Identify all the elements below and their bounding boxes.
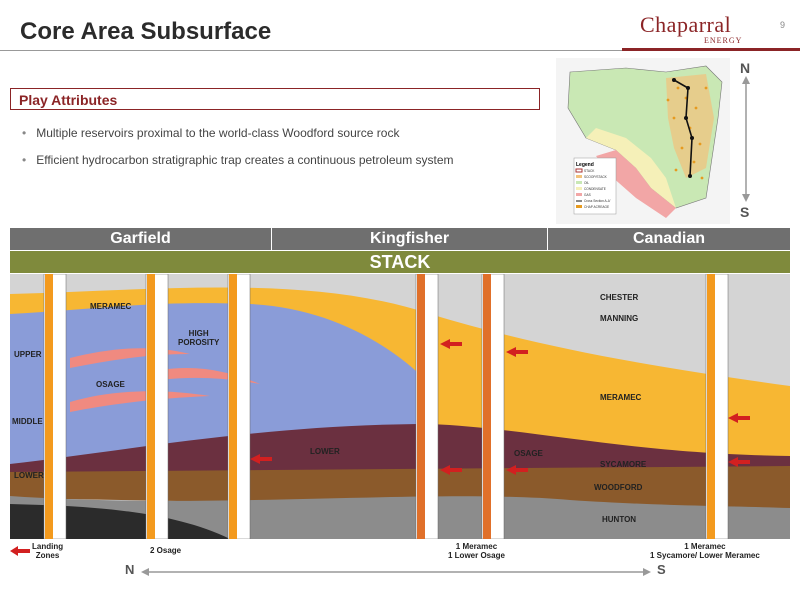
legend-entry: OIL (584, 181, 589, 185)
stack-play-bar: STACK (10, 251, 790, 273)
legend-entry: SCOOP/STACK (584, 175, 608, 179)
osage-label: OSAGE (96, 380, 125, 389)
osage-label-right: OSAGE (514, 449, 543, 458)
meramec-label-left: MERAMEC (90, 302, 132, 311)
direction-north-label: N (125, 562, 135, 577)
woodford-label: WOODFORD (594, 483, 643, 492)
play-attributes-box: Play Attributes (10, 88, 540, 110)
page-number: 9 (780, 20, 786, 30)
legend-entry: CONDENSATE (584, 187, 606, 191)
header-rule (0, 50, 800, 51)
manning-label: MANNING (600, 314, 639, 323)
legend-entry: CHAP ACREAGE (584, 205, 609, 209)
annotation-right-well: 1 Meramec 1 Sycamore/ Lower Meramec (650, 542, 760, 560)
map-compass: N S (736, 60, 760, 220)
county-kingfisher: Kingfisher (272, 228, 548, 250)
lower-label-left: LOWER (14, 471, 44, 480)
stack-play-map: Legend STACK SCOOP/STACK OIL CONDENSATE … (556, 58, 730, 224)
cross-section: MERAMEC HIGH POROSITY UPPER OSAGE MIDDLE… (10, 273, 790, 540)
bullet-item: • Multiple reservoirs proximal to the wor… (22, 126, 400, 140)
legend-entry: Cross Section A-A' (584, 199, 611, 203)
bullet-text: Multiple reservoirs proximal to the worl… (36, 126, 400, 140)
county-garfield: Garfield (10, 228, 272, 250)
county-bar: Garfield Kingfisher Canadian (10, 228, 790, 250)
legend-entry: STACK (584, 169, 595, 173)
page-title: Core Area Subsurface (20, 18, 272, 45)
compass-north-label: N (740, 60, 751, 76)
compass-south-label: S (740, 204, 750, 220)
annotation-left-well: 2 Osage (150, 546, 182, 555)
high-porosity-label: HIGH POROSITY (178, 329, 220, 347)
cross-section-diagram (10, 273, 790, 540)
logo-subtitle: ENERGY (704, 36, 743, 45)
landing-zone-arrows (250, 339, 750, 475)
direction-south-label: S (657, 562, 666, 577)
sycamore-label: SYCAMORE (600, 460, 647, 469)
middle-label: MIDDLE (12, 417, 43, 426)
county-canadian: Canadian (548, 228, 790, 250)
meramec-label-right: MERAMEC (600, 393, 642, 402)
map-legend-title: Legend (576, 162, 594, 168)
landing-zones-label: Landing Zones (32, 542, 64, 560)
landing-zone-arrow-icon (10, 546, 30, 556)
hunton-label: HUNTON (602, 515, 637, 524)
direction-arrow-icon (141, 568, 651, 576)
company-logo: Chaparral ENERGY (636, 12, 754, 46)
compass-arrow-icon (742, 76, 750, 202)
bullet-text: Efficient hydrocarbon stratigraphic trap… (36, 153, 454, 167)
north-south-direction: N S (125, 562, 670, 580)
lower-label-mid: LOWER (310, 447, 340, 456)
chester-label: CHESTER (600, 293, 639, 302)
header-rule-accent (622, 48, 800, 51)
upper-label: UPPER (14, 350, 42, 359)
logo-wordmark: Chaparral (640, 12, 732, 37)
play-attributes-heading: Play Attributes (19, 92, 118, 108)
well-logs (43, 273, 729, 540)
legend-entry: GAS (584, 193, 591, 197)
bullet-item: • Efficient hydrocarbon stratigraphic tra… (22, 153, 454, 167)
annotation-middle-well: 1 Meramec 1 Lower Osage (448, 542, 505, 560)
